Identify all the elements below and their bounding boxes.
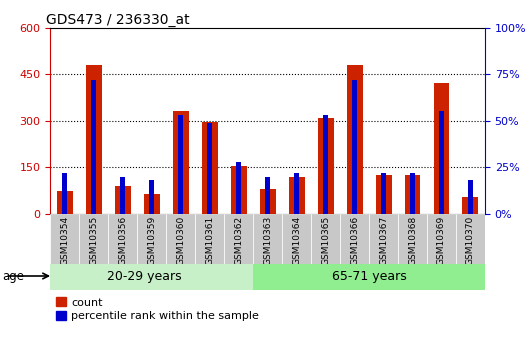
Bar bbox=[202, 122, 218, 214]
Bar bbox=[149, 180, 154, 214]
Text: 20-29 years: 20-29 years bbox=[107, 270, 182, 283]
Bar bbox=[178, 115, 183, 214]
Text: GSM10366: GSM10366 bbox=[350, 215, 359, 265]
Text: GSM10356: GSM10356 bbox=[118, 215, 127, 265]
Bar bbox=[236, 162, 241, 214]
Bar bbox=[120, 177, 126, 214]
Bar bbox=[347, 65, 363, 214]
Legend: count, percentile rank within the sample: count, percentile rank within the sample bbox=[56, 297, 259, 321]
FancyBboxPatch shape bbox=[166, 214, 195, 264]
Text: GDS473 / 236330_at: GDS473 / 236330_at bbox=[46, 12, 190, 27]
Bar bbox=[352, 80, 357, 214]
Text: GSM10355: GSM10355 bbox=[90, 215, 98, 265]
Text: GSM10361: GSM10361 bbox=[205, 215, 214, 265]
FancyBboxPatch shape bbox=[311, 214, 340, 264]
Text: GSM10364: GSM10364 bbox=[292, 215, 301, 265]
Bar bbox=[289, 177, 305, 214]
Bar bbox=[86, 65, 102, 214]
Bar bbox=[468, 180, 473, 214]
Bar bbox=[410, 173, 415, 214]
Bar bbox=[115, 186, 131, 214]
Text: GSM10360: GSM10360 bbox=[176, 215, 185, 265]
Text: GSM10369: GSM10369 bbox=[437, 215, 446, 265]
Bar bbox=[317, 118, 333, 214]
Text: age: age bbox=[3, 270, 25, 283]
FancyBboxPatch shape bbox=[137, 214, 166, 264]
Bar bbox=[294, 173, 299, 214]
Bar bbox=[323, 115, 328, 214]
Bar bbox=[404, 175, 420, 214]
Text: GSM10362: GSM10362 bbox=[234, 215, 243, 265]
Bar bbox=[463, 197, 479, 214]
Bar bbox=[144, 194, 160, 214]
FancyBboxPatch shape bbox=[50, 214, 80, 264]
FancyBboxPatch shape bbox=[456, 214, 485, 264]
Text: GSM10363: GSM10363 bbox=[263, 215, 272, 265]
FancyBboxPatch shape bbox=[253, 214, 282, 264]
FancyBboxPatch shape bbox=[282, 214, 311, 264]
Bar bbox=[376, 175, 392, 214]
FancyBboxPatch shape bbox=[253, 264, 485, 290]
Bar bbox=[91, 80, 96, 214]
Text: GSM10370: GSM10370 bbox=[466, 215, 475, 265]
Text: GSM10368: GSM10368 bbox=[408, 215, 417, 265]
Text: GSM10367: GSM10367 bbox=[379, 215, 388, 265]
Bar bbox=[62, 173, 67, 214]
FancyBboxPatch shape bbox=[50, 264, 253, 290]
FancyBboxPatch shape bbox=[108, 214, 137, 264]
Bar bbox=[57, 190, 73, 214]
Text: GSM10365: GSM10365 bbox=[321, 215, 330, 265]
FancyBboxPatch shape bbox=[398, 214, 427, 264]
Bar bbox=[231, 166, 246, 214]
Bar bbox=[434, 83, 449, 214]
FancyBboxPatch shape bbox=[80, 214, 108, 264]
Text: GSM10354: GSM10354 bbox=[60, 215, 69, 265]
FancyBboxPatch shape bbox=[340, 214, 369, 264]
Bar bbox=[439, 111, 444, 214]
FancyBboxPatch shape bbox=[195, 214, 224, 264]
Bar bbox=[265, 177, 270, 214]
Bar bbox=[207, 122, 213, 214]
FancyBboxPatch shape bbox=[369, 214, 398, 264]
Bar bbox=[173, 111, 189, 214]
Bar bbox=[381, 173, 386, 214]
Bar bbox=[260, 189, 276, 214]
FancyBboxPatch shape bbox=[224, 214, 253, 264]
FancyBboxPatch shape bbox=[427, 214, 456, 264]
Text: 65-71 years: 65-71 years bbox=[332, 270, 407, 283]
Text: GSM10359: GSM10359 bbox=[147, 215, 156, 265]
